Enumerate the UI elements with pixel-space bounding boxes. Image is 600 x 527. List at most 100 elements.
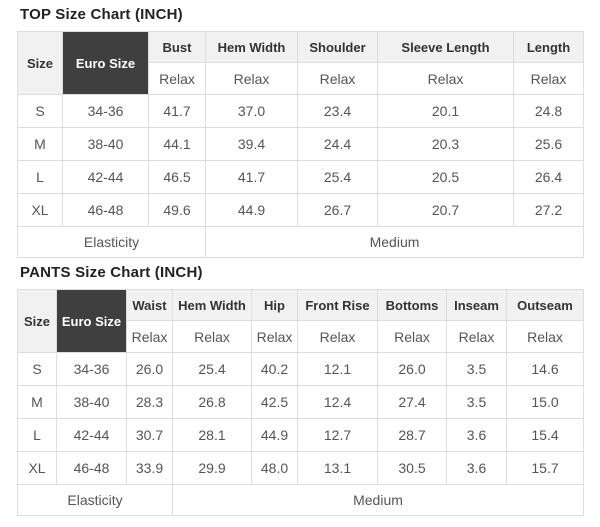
fit-type-cell: Relax: [297, 320, 378, 353]
measurement-cell: 25.4: [297, 160, 378, 194]
measurement-cell: 13.1: [297, 451, 378, 485]
measure-column-header: Bust: [148, 31, 206, 63]
size-cell: XL: [17, 451, 57, 485]
measurement-cell: 28.1: [172, 418, 252, 452]
pants-chart-title: PANTS Size Chart (INCH): [20, 264, 203, 281]
euro-size-cell: 38-40: [56, 385, 127, 419]
measurement-cell: 26.8: [172, 385, 252, 419]
measure-column-header: Hip: [251, 289, 298, 321]
euro-size-column-header: Euro Size: [56, 289, 127, 353]
measurement-cell: 46.5: [148, 160, 206, 194]
size-row: M 38-40 44.1 39.4 24.4 20.3 25.6: [17, 127, 584, 161]
measure-column-header: Front Rise: [297, 289, 378, 321]
top-size-table-holder: Size Euro Size Bust Hem Width Shoulder Sleeve…: [17, 31, 600, 258]
euro-size-cell: 42-44: [56, 418, 127, 452]
elasticity-row: Elasticity Medium: [17, 226, 584, 258]
measure-column-header: Sleeve Length: [377, 31, 514, 63]
euro-size-cell: 34-36: [56, 352, 127, 386]
elasticity-value-cell: Medium: [172, 484, 584, 516]
measurement-cell: 20.3: [377, 127, 514, 161]
euro-size-cell: 38-40: [62, 127, 149, 161]
measurement-cell: 15.0: [506, 385, 584, 419]
fit-type-cell: Relax: [513, 62, 584, 95]
fit-type-cell: Relax: [377, 62, 514, 95]
fit-row: Relax Relax Relax Relax Relax: [18, 62, 584, 95]
measure-column-header: Shoulder: [297, 31, 378, 63]
elasticity-value-cell: Medium: [205, 226, 584, 258]
measurement-cell: 24.8: [513, 94, 584, 128]
euro-size-cell: 34-36: [62, 94, 149, 128]
pants-size-chart-section: PANTS Size Chart (INCH) Size Euro Size Wai…: [17, 264, 600, 516]
measurement-cell: 28.7: [377, 418, 447, 452]
measurement-cell: 12.4: [297, 385, 378, 419]
size-cell: L: [17, 160, 63, 194]
euro-size-cell: 46-48: [56, 451, 127, 485]
size-cell: S: [17, 94, 63, 128]
measurement-cell: 24.4: [297, 127, 378, 161]
measurement-cell: 25.4: [172, 352, 252, 386]
size-cell: M: [17, 385, 57, 419]
measurement-cell: 3.6: [446, 451, 507, 485]
fit-type-cell: Relax: [297, 62, 378, 95]
pants-size-table-holder: Size Euro Size Waist Hem Width Hip Front Rise…: [17, 289, 600, 516]
top-chart-title: TOP Size Chart (INCH): [20, 6, 183, 23]
size-row: XL 46-48 33.9 29.9 48.0 13.1 30.5 3.6 15.7: [17, 451, 584, 485]
measurement-cell: 12.1: [297, 352, 378, 386]
size-row: L 42-44 30.7 28.1 44.9 12.7 28.7 3.6 15.4: [17, 418, 584, 452]
size-row: XL 46-48 49.6 44.9 26.7 20.7 27.2: [17, 193, 584, 227]
top-size-table: Size Euro Size Bust Hem Width Shoulder Sleeve…: [17, 31, 584, 258]
measurement-cell: 48.0: [251, 451, 298, 485]
top-size-chart-section: TOP Size Chart (INCH) Size Euro Size Bust H…: [17, 6, 600, 258]
size-row: S 34-36 26.0 25.4 40.2 12.1 26.0 3.5 14.6: [17, 352, 584, 386]
fit-type-cell: Relax: [251, 320, 298, 353]
measurement-cell: 12.7: [297, 418, 378, 452]
fit-type-cell: Relax: [126, 320, 173, 353]
measurement-cell: 20.5: [377, 160, 514, 194]
size-cell: S: [17, 352, 57, 386]
size-column-header: Size: [17, 31, 63, 95]
header-row: Size Euro Size Bust Hem Width Shoulder Sleeve…: [17, 31, 584, 95]
measure-column-header: Length: [513, 31, 584, 63]
measurement-cell: 14.6: [506, 352, 584, 386]
measurement-cell: 26.4: [513, 160, 584, 194]
euro-size-cell: 42-44: [62, 160, 149, 194]
measurement-cell: 42.5: [251, 385, 298, 419]
measurement-cell: 39.4: [205, 127, 298, 161]
fit-type-cell: Relax: [446, 320, 507, 353]
measurement-cell: 41.7: [148, 94, 206, 128]
elasticity-label-cell: Elasticity: [17, 484, 173, 516]
size-row: S 34-36 41.7 37.0 23.4 20.1 24.8: [17, 94, 584, 128]
measurement-cell: 20.1: [377, 94, 514, 128]
measurement-cell: 3.5: [446, 385, 507, 419]
euro-size-column-header: Euro Size: [62, 31, 149, 95]
size-cell: L: [17, 418, 57, 452]
measurement-cell: 3.6: [446, 418, 507, 452]
measurement-cell: 26.7: [297, 193, 378, 227]
measure-column-header: Bottoms: [377, 289, 447, 321]
measure-column-header: Hem Width: [205, 31, 298, 63]
measurement-cell: 28.3: [126, 385, 173, 419]
measure-column-header: Hem Width: [172, 289, 252, 321]
measurement-cell: 15.4: [506, 418, 584, 452]
measurement-cell: 41.7: [205, 160, 298, 194]
euro-size-cell: 46-48: [62, 193, 149, 227]
fit-type-cell: Relax: [377, 320, 447, 353]
measurement-cell: 29.9: [172, 451, 252, 485]
measure-column-header: Inseam: [446, 289, 507, 321]
size-cell: M: [17, 127, 63, 161]
measurement-cell: 30.5: [377, 451, 447, 485]
measurement-cell: 33.9: [126, 451, 173, 485]
measurement-cell: 27.2: [513, 193, 584, 227]
size-column-header: Size: [17, 289, 57, 353]
size-row: M 38-40 28.3 26.8 42.5 12.4 27.4 3.5 15.0: [17, 385, 584, 419]
measurement-cell: 30.7: [126, 418, 173, 452]
fit-type-cell: Relax: [172, 320, 252, 353]
elasticity-label-cell: Elasticity: [17, 226, 206, 258]
measurement-cell: 44.1: [148, 127, 206, 161]
measurement-cell: 40.2: [251, 352, 298, 386]
measure-column-header: Outseam: [506, 289, 584, 321]
measurement-cell: 26.0: [126, 352, 173, 386]
fit-type-cell: Relax: [205, 62, 298, 95]
measurement-cell: 44.9: [251, 418, 298, 452]
